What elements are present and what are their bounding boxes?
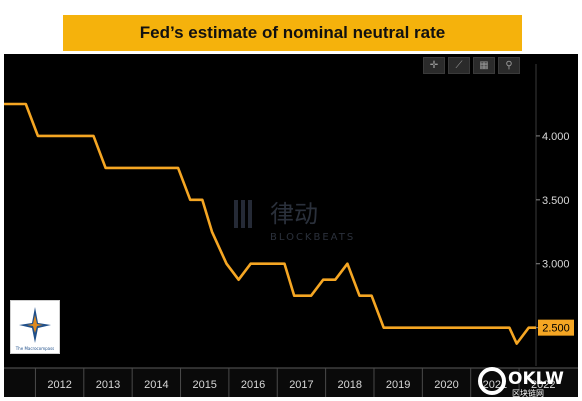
y-tick-label: 4.000 xyxy=(542,131,570,143)
oklw-sub: 区块链网 xyxy=(512,388,544,398)
x-tick-label: 2016 xyxy=(241,379,265,391)
chart-title: Fed’s estimate of nominal neutral rate xyxy=(63,15,522,51)
watermark-en: BLOCKBEATS xyxy=(270,232,355,243)
zoom-icon[interactable]: ⚲ xyxy=(498,57,520,74)
oklw-text: OKLW xyxy=(508,369,564,389)
last-value-label: 2.500 xyxy=(542,323,570,335)
blockbeats-watermark: 律动 BLOCKBEATS xyxy=(228,196,378,244)
series-line xyxy=(4,102,536,345)
chart-panel xyxy=(4,54,578,397)
x-tick-label: 2022 xyxy=(531,379,555,391)
x-tick-label: 2012 xyxy=(47,379,71,391)
save-icon[interactable]: ▦ xyxy=(473,57,495,74)
draw-line-icon[interactable]: ⟋ xyxy=(448,57,470,74)
y-tick-label: 3.500 xyxy=(542,195,570,207)
x-tick-label: 2018 xyxy=(338,379,362,391)
x-tick-label: 2020 xyxy=(434,379,458,391)
oklw-watermark: OKLW 区块链网 xyxy=(478,364,578,398)
logo-text: The Macrocompass xyxy=(15,346,55,351)
y-tick-label: 3.000 xyxy=(542,259,570,271)
x-tick-label: 2019 xyxy=(386,379,410,391)
x-tick-label: 2017 xyxy=(289,379,313,391)
last-value-tag xyxy=(538,319,574,336)
x-tick-label: 2013 xyxy=(96,379,120,391)
x-tick-label: 2014 xyxy=(144,379,168,391)
x-tick-label: 2015 xyxy=(192,379,216,391)
watermark-cn: 律动 xyxy=(270,200,318,228)
macrocompass-logo: The Macrocompass xyxy=(10,300,60,354)
crosshair-icon[interactable]: ✛ xyxy=(423,57,445,74)
